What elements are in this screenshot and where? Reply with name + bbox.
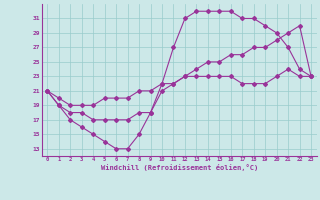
X-axis label: Windchill (Refroidissement éolien,°C): Windchill (Refroidissement éolien,°C): [100, 164, 258, 171]
